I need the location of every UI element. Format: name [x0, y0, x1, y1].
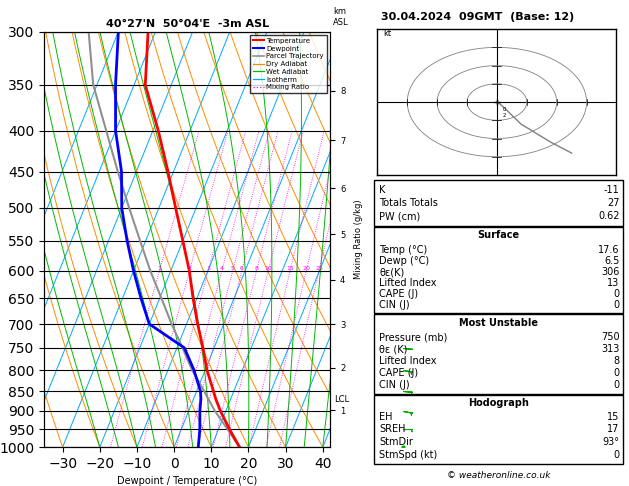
Text: 93°: 93°: [603, 437, 620, 448]
Text: Surface: Surface: [477, 230, 520, 240]
Text: © weatheronline.co.uk: © weatheronline.co.uk: [447, 471, 550, 480]
Text: 4: 4: [220, 266, 224, 271]
Text: 15: 15: [286, 266, 294, 271]
Text: EH: EH: [379, 412, 392, 421]
Text: 0: 0: [613, 289, 620, 299]
Text: 15: 15: [607, 412, 620, 421]
Text: 17.6: 17.6: [598, 245, 620, 255]
Text: 0: 0: [613, 300, 620, 310]
Text: 17: 17: [607, 424, 620, 434]
Text: 6: 6: [240, 266, 244, 271]
Text: SREH: SREH: [379, 424, 406, 434]
Text: 0
2: 0 2: [503, 107, 506, 118]
Text: CIN (J): CIN (J): [379, 300, 410, 310]
Text: Mixing Ratio (g/kg): Mixing Ratio (g/kg): [354, 200, 363, 279]
Text: θε (K): θε (K): [379, 344, 408, 354]
Text: 3: 3: [206, 266, 210, 271]
Text: 27: 27: [607, 198, 620, 208]
Text: LCL: LCL: [335, 395, 350, 403]
Text: 1: 1: [157, 266, 161, 271]
Text: -11: -11: [604, 185, 620, 194]
Text: StmSpd (kt): StmSpd (kt): [379, 451, 438, 460]
Text: 10: 10: [264, 266, 272, 271]
Text: 5: 5: [231, 266, 235, 271]
Text: Hodograph: Hodograph: [468, 398, 529, 408]
Text: θε(K): θε(K): [379, 267, 404, 277]
Text: 0.62: 0.62: [598, 211, 620, 221]
Text: 306: 306: [601, 267, 620, 277]
Text: StmDir: StmDir: [379, 437, 413, 448]
Text: K: K: [379, 185, 386, 194]
Text: Lifted Index: Lifted Index: [379, 278, 437, 288]
Text: CAPE (J): CAPE (J): [379, 368, 418, 378]
Text: Lifted Index: Lifted Index: [379, 356, 437, 366]
Text: 0: 0: [613, 380, 620, 390]
Text: 0: 0: [613, 368, 620, 378]
Text: km
ASL: km ASL: [333, 7, 349, 27]
Title: 40°27'N  50°04'E  -3m ASL: 40°27'N 50°04'E -3m ASL: [106, 19, 269, 30]
Text: Totals Totals: Totals Totals: [379, 198, 438, 208]
Text: 8: 8: [613, 356, 620, 366]
Text: 30.04.2024  09GMT  (Base: 12): 30.04.2024 09GMT (Base: 12): [381, 12, 575, 22]
Text: Pressure (mb): Pressure (mb): [379, 332, 448, 342]
Text: 750: 750: [601, 332, 620, 342]
Text: 2: 2: [187, 266, 191, 271]
Text: Dewp (°C): Dewp (°C): [379, 256, 430, 266]
Text: kt: kt: [384, 30, 391, 38]
Text: 20: 20: [303, 266, 310, 271]
Text: 6.5: 6.5: [604, 256, 620, 266]
Text: 313: 313: [601, 344, 620, 354]
Text: 0: 0: [613, 451, 620, 460]
Text: 25: 25: [315, 266, 323, 271]
Legend: Temperature, Dewpoint, Parcel Trajectory, Dry Adiabat, Wet Adiabat, Isotherm, Mi: Temperature, Dewpoint, Parcel Trajectory…: [250, 35, 326, 93]
Text: Most Unstable: Most Unstable: [459, 318, 538, 328]
X-axis label: Dewpoint / Temperature (°C): Dewpoint / Temperature (°C): [117, 476, 257, 486]
Text: Temp (°C): Temp (°C): [379, 245, 428, 255]
Text: CAPE (J): CAPE (J): [379, 289, 418, 299]
Text: PW (cm): PW (cm): [379, 211, 421, 221]
Text: 13: 13: [608, 278, 620, 288]
Text: CIN (J): CIN (J): [379, 380, 410, 390]
Text: 8: 8: [255, 266, 259, 271]
